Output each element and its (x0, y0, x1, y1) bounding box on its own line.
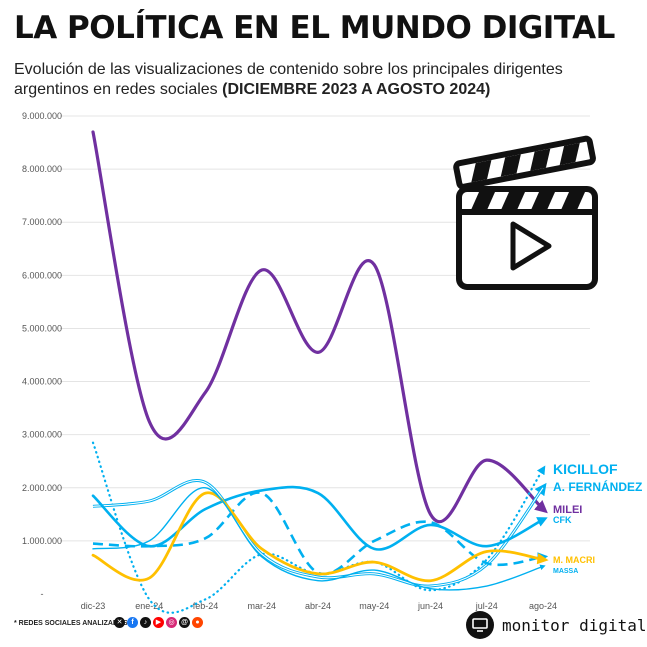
end-label: MASSA (553, 568, 578, 575)
series-line-m-macri (91, 491, 549, 583)
y-tick-label: 4.000.000 (22, 377, 62, 387)
page-title: LA POLÍTICA EN EL MUNDO DIGITAL (14, 10, 615, 46)
series-line-unnamed-4 (92, 491, 549, 576)
y-tick-label: 5.000.000 (22, 323, 62, 333)
social-networks-note: * REDES SOCIALES ANALIZADAS (14, 620, 128, 627)
y-tick-label: 1.000.000 (22, 536, 62, 546)
end-label: CFK (553, 515, 572, 525)
series-line-massa (92, 487, 546, 591)
brand-logo: monitor digital (466, 611, 647, 639)
monitor-icon (466, 611, 494, 639)
y-tick-label: 3.000.000 (22, 430, 62, 440)
y-tick-label: 2.000.000 (22, 483, 62, 493)
tiktok-icon: ♪ (140, 617, 151, 628)
y-tick-label: 8.000.000 (22, 164, 62, 174)
y-tick-label: 9.000.000 (22, 111, 62, 121)
x-tick-label: jun-24 (417, 601, 443, 611)
end-label: MILEI (553, 504, 582, 516)
clapperboard-play-icon (453, 135, 598, 290)
facebook-icon: f (127, 617, 138, 628)
y-tick-label: 7.000.000 (22, 217, 62, 227)
instagram-icon: ◎ (166, 617, 177, 628)
x-tick-label: ene-24 (135, 601, 163, 611)
social-icons: ✕ f ♪ ▶ ◎ @ ● (114, 617, 203, 628)
series-line-cfk (91, 485, 548, 551)
subtitle-date-range: (DICIEMBRE 2023 A AGOSTO 2024) (222, 81, 491, 98)
chart-series (91, 130, 549, 614)
threads-icon: @ (179, 617, 190, 628)
end-label: A. FERNÁNDEZ (553, 479, 642, 494)
x-tick-label: dic-23 (81, 601, 106, 611)
reddit-icon: ● (192, 617, 203, 628)
y-tick-label: - (41, 589, 44, 599)
series-line-a-fern-ndez-inner (92, 480, 544, 587)
subtitle-text: Evolución de las visualizaciones de cont… (14, 61, 563, 98)
brand-name: monitor digital (502, 615, 647, 635)
youtube-icon: ▶ (153, 617, 164, 628)
x-tick-label: may-24 (359, 601, 389, 611)
x-tick-label: ago-24 (529, 601, 557, 611)
end-label: KICILLOF (553, 461, 618, 477)
end-label: M. MACRI (553, 555, 595, 565)
x-tick-label: abr-24 (305, 601, 331, 611)
series-line-milei (91, 130, 548, 524)
y-tick-label: 6.000.000 (22, 270, 62, 280)
x-axis-ticks: dic-23 ene-24 feb-24 mar-24 abr-24 may-24 jun-… (81, 601, 557, 611)
page-subtitle: Evolución de las visualizaciones de cont… (14, 60, 634, 100)
x-tick-label: feb-24 (193, 601, 219, 611)
x-tick-label: mar-24 (247, 601, 276, 611)
x-tick-label: jul-24 (475, 601, 498, 611)
x-icon: ✕ (114, 617, 125, 628)
y-axis-ticks: - 1.000.000 2.000.000 3.000.000 4.000.000 5.0… (22, 111, 62, 599)
